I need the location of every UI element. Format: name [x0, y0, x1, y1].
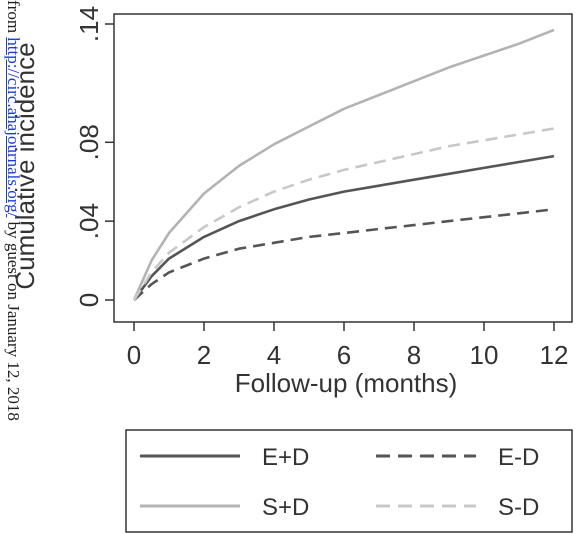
y-tick-label: 0	[74, 293, 104, 307]
watermark-suffix: by guest on January 12, 2018	[4, 217, 23, 421]
watermark-prefix: from	[4, 0, 23, 38]
y-axis: 0 .04 .08 .14	[74, 6, 114, 307]
x-tick-label: 10	[470, 340, 499, 370]
series-layer	[132, 28, 555, 301]
x-tick-label: 4	[267, 340, 281, 370]
watermark-link[interactable]: http://circ.ahajournals.org/	[4, 37, 23, 218]
x-tick-label: 12	[540, 340, 569, 370]
watermark: from http://circ.ahajournals.org/ by gue…	[2, 0, 24, 534]
plot-frame	[113, 13, 573, 323]
legend-label: E+D	[262, 444, 309, 471]
y-tick-label: .08	[74, 124, 104, 160]
legend: E+D E-D S+D S-D	[125, 429, 573, 533]
x-tick-label: 2	[197, 340, 211, 370]
watermark-text: from http://circ.ahajournals.org/ by gue…	[3, 0, 23, 421]
x-tick-label: 8	[407, 340, 421, 370]
y-tick-label: .14	[74, 6, 104, 42]
series-line-eplusd	[132, 154, 555, 301]
x-axis-title: Follow-up (months)	[235, 368, 458, 398]
x-axis: 0 2 4 6 8 10 12	[127, 322, 569, 370]
legend-label: E-D	[498, 444, 539, 471]
series-line-splusd	[132, 28, 555, 301]
legend-label: S+D	[262, 494, 309, 521]
legend-box	[125, 429, 573, 533]
y-tick-label: .04	[74, 203, 104, 239]
y-axis-title: Cumulative incidence	[10, 42, 40, 289]
legend-label: S-D	[498, 494, 539, 521]
plot-area	[113, 13, 573, 323]
x-tick-label: 6	[337, 340, 351, 370]
x-tick-label: 0	[127, 340, 141, 370]
series-line-sminusd	[132, 127, 555, 301]
